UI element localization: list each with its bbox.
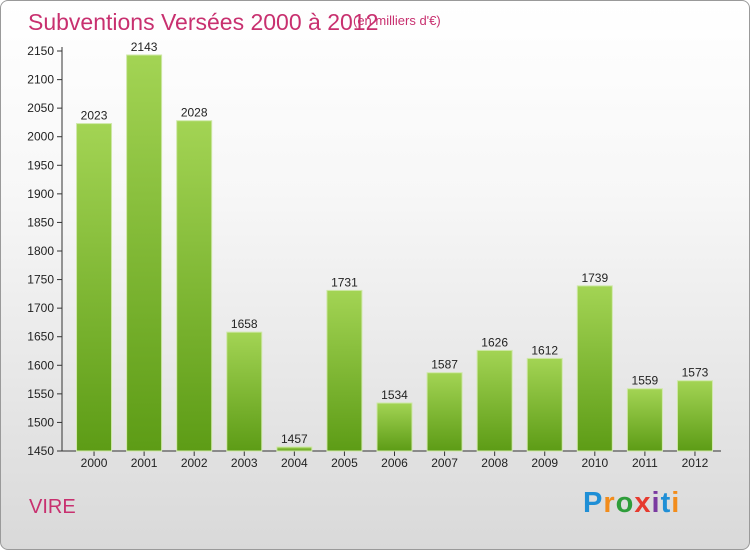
y-tick-label: 1850: [27, 215, 54, 229]
logo-letter: t: [660, 487, 672, 519]
chart-value-labels: 2023 2143 2028 1658 1457 1731 1534 1587 1626 1612…: [81, 40, 709, 446]
bar: [76, 123, 113, 452]
bar-value-label: 2023: [81, 109, 108, 123]
bar: [476, 349, 513, 452]
x-tick-label: 2009: [531, 456, 558, 470]
bar: [126, 54, 163, 452]
bar-value-label: 1626: [481, 335, 508, 349]
city-name: VIRE: [29, 496, 76, 518]
x-tick-label: 2005: [331, 456, 358, 470]
bar: [676, 380, 713, 452]
chart-title: Subventions Versées 2000 à 2012: [28, 9, 379, 35]
x-tick-label: 2004: [281, 456, 308, 470]
y-tick-label: 1700: [27, 301, 54, 315]
chart-subtitle: (en milliers d'€): [353, 13, 441, 28]
bar: [276, 446, 313, 452]
bar: [226, 331, 263, 452]
y-tick-label: 2000: [27, 130, 54, 144]
bar-value-label: 1587: [431, 358, 458, 372]
bar-value-label: 1573: [682, 366, 709, 380]
bar-value-label: 1739: [581, 271, 608, 285]
y-tick-label: 1600: [27, 358, 54, 372]
y-tick-label: 1500: [27, 415, 54, 429]
x-tick-label: 2003: [231, 456, 258, 470]
y-tick-label: 1900: [27, 187, 54, 201]
x-tick-label: 2011: [632, 456, 658, 470]
y-tick-label: 1950: [27, 158, 54, 172]
x-tick-label: 2000: [81, 456, 108, 470]
bar: [376, 402, 413, 452]
bar-value-label: 1559: [632, 374, 659, 388]
bar: [576, 285, 613, 452]
logo-letter: r: [603, 487, 616, 519]
logo-letter: i: [671, 487, 681, 519]
x-tick-label: 2008: [481, 456, 508, 470]
y-tick-label: 1800: [27, 244, 54, 258]
bar-value-label: 1534: [381, 388, 408, 402]
bar: [326, 289, 363, 452]
y-tick-label: 1750: [27, 273, 54, 287]
bar: [426, 372, 463, 452]
chart-axes: 1450 1500 1550 1600 1650 1700 1750 1800 1850 1900…: [27, 44, 721, 470]
proxiti-logo: Proxiti: [583, 487, 680, 520]
y-tick-label: 2100: [27, 73, 54, 87]
x-tick-label: 2010: [581, 456, 608, 470]
bar-value-label: 1658: [231, 317, 258, 331]
y-tick-label: 1650: [27, 330, 54, 344]
y-tick-label: 1450: [27, 444, 54, 458]
bar-value-label: 1731: [331, 275, 358, 289]
bar-value-label: 1457: [281, 432, 308, 446]
y-tick-label: 2050: [27, 101, 54, 115]
y-tick-label: 2150: [27, 44, 54, 58]
logo-letter: P: [583, 487, 604, 519]
bar-value-label: 2143: [131, 40, 158, 54]
bar-value-label: 2028: [181, 106, 208, 120]
logo-letter: o: [615, 487, 635, 519]
x-tick-label: 2012: [682, 456, 709, 470]
x-tick-label: 2007: [431, 456, 458, 470]
chart-bars: [76, 54, 713, 452]
bar: [626, 388, 663, 452]
x-tick-label: 2006: [381, 456, 408, 470]
bar-value-label: 1612: [531, 343, 558, 357]
logo-letter: i: [651, 487, 661, 519]
logo-letter: x: [634, 487, 652, 519]
x-tick-label: 2002: [181, 456, 208, 470]
bar: [176, 120, 213, 452]
y-tick-label: 1550: [27, 387, 54, 401]
x-tick-label: 2001: [131, 456, 158, 470]
bar: [526, 357, 563, 452]
